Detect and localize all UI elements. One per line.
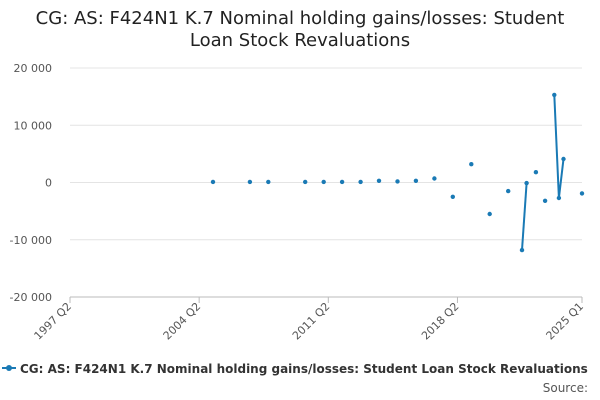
y-tick-label: -10 000 [10, 234, 52, 247]
x-tick-label: 1997 Q2 [32, 300, 75, 343]
data-point [469, 162, 474, 167]
legend-marker-swatch [6, 365, 12, 371]
data-point [376, 178, 382, 183]
data-point [358, 179, 363, 185]
data-point [519, 247, 525, 253]
x-tick-label: 2025 Q1 [544, 300, 587, 343]
chart-legend[interactable]: CG: AS: F424N1 K.7 Nominal holding gains… [0, 362, 600, 378]
data-point [210, 179, 216, 185]
data-point [339, 179, 345, 185]
data-point [524, 180, 529, 186]
data-point [506, 188, 511, 194]
x-tick-label: 2018 Q2 [419, 300, 462, 343]
data-point [579, 191, 585, 196]
data-point [561, 156, 566, 162]
data-point [432, 176, 437, 181]
data-point [542, 198, 548, 203]
x-tick-label: 2011 Q2 [290, 300, 333, 343]
data-point [247, 179, 253, 185]
y-tick-label: 10 000 [14, 119, 53, 132]
data-point [556, 195, 562, 201]
data-point [321, 179, 326, 185]
legend-series-label: CG: AS: F424N1 K.7 Nominal holding gains… [20, 362, 588, 376]
data-point [413, 178, 419, 183]
y-tick-label: 20 000 [14, 62, 53, 75]
y-tick-label: -20 000 [10, 291, 52, 304]
x-tick-label: 2004 Q2 [161, 300, 204, 343]
chart-title: CG: AS: F424N1 K.7 Nominal holding gains… [35, 8, 565, 51]
data-point [487, 211, 492, 217]
data-point [303, 179, 308, 185]
data-point [533, 170, 539, 175]
data-point [450, 194, 455, 199]
data-point [266, 179, 271, 185]
data-point [552, 92, 557, 98]
data-point [395, 179, 400, 184]
y-tick-label: 0 [45, 177, 52, 190]
series-line [521, 183, 528, 251]
source-label: Source: [542, 381, 588, 395]
